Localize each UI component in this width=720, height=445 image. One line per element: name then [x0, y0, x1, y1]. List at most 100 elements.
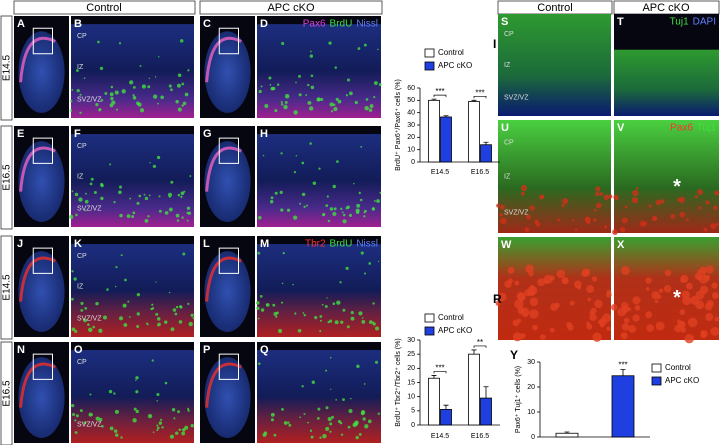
panel-letter: M: [260, 238, 269, 250]
cell: [321, 303, 324, 306]
cell: [342, 308, 346, 312]
cell: [121, 89, 126, 94]
cell: [264, 103, 269, 108]
cell: [645, 277, 652, 284]
cell: [322, 434, 327, 439]
cell: [154, 76, 157, 78]
cell: [543, 274, 553, 284]
micrograph-panel: E: [14, 126, 69, 227]
cell: [84, 307, 88, 310]
cell: [174, 312, 178, 316]
layer-label: IZ: [77, 64, 84, 71]
cell: [504, 280, 512, 288]
cell: [118, 190, 122, 195]
micrograph-panel: P: [200, 342, 255, 443]
row-label: E16.5: [2, 164, 13, 191]
cell: [316, 97, 321, 102]
cell: [495, 300, 501, 306]
cell: [319, 330, 322, 333]
stain-label: Nissl: [356, 239, 378, 250]
cell: [701, 270, 707, 275]
cell: [527, 285, 538, 296]
cell: [176, 219, 180, 222]
legend-label: APC cKO: [665, 376, 699, 385]
y-tick-label: 60: [407, 85, 415, 92]
cell: [87, 323, 90, 326]
cell: [283, 104, 288, 110]
cell: [677, 319, 682, 324]
cell: [184, 425, 189, 430]
cell: [158, 195, 161, 198]
cell: [574, 228, 578, 231]
cell: [148, 77, 151, 80]
cell: [318, 167, 321, 170]
legend-label: Control: [438, 48, 464, 57]
cell: [180, 195, 183, 199]
x-tick-label: E14.5: [431, 433, 449, 440]
cell: [529, 297, 539, 307]
cell: [132, 85, 136, 89]
y-tick-label: 40: [407, 110, 415, 117]
chart-letter: I: [493, 37, 496, 51]
cell: [354, 100, 358, 105]
cell: [181, 82, 185, 86]
cell: [566, 321, 572, 328]
cell: [151, 359, 154, 362]
cell: [83, 318, 87, 323]
cell: [604, 225, 608, 229]
cell: [189, 175, 192, 178]
cell: [305, 94, 308, 96]
cell: [619, 226, 626, 233]
cell: [358, 191, 361, 195]
cell: [270, 87, 274, 91]
cell: [164, 211, 169, 215]
cell: [360, 410, 366, 415]
cell: [325, 369, 328, 372]
cell: [345, 94, 349, 97]
cell: [120, 254, 123, 257]
cell: [136, 312, 140, 316]
cell: [532, 324, 538, 331]
micrograph-panel: A: [14, 16, 69, 118]
cortex-arc: [19, 256, 56, 302]
cell: [621, 266, 630, 275]
cell: [168, 195, 171, 198]
legend-swatch: [424, 48, 435, 58]
cell: [340, 320, 344, 324]
cell: [71, 327, 76, 332]
cell: [119, 213, 123, 218]
tissue: [257, 24, 381, 118]
cell: [540, 194, 545, 199]
cell: [124, 278, 127, 282]
cell: [525, 264, 534, 273]
panel-letter: B: [74, 18, 82, 30]
cell: [694, 195, 698, 199]
cell: [177, 193, 181, 197]
cell: [529, 205, 535, 211]
cell: [589, 313, 597, 322]
cell: [705, 265, 714, 274]
micrograph-panel: F CP IZ SVZ/VZ: [69, 126, 194, 227]
cell: [319, 319, 322, 322]
cell: [651, 215, 658, 222]
panel-letter: C: [203, 18, 211, 30]
cell: [136, 201, 140, 205]
cell: [562, 198, 569, 205]
y-tick-label: 30: [407, 337, 415, 344]
layer-label: SVZ/VZ: [504, 210, 529, 217]
column-header: APC cKO: [642, 2, 690, 14]
cell: [75, 414, 79, 418]
cell: [144, 218, 149, 223]
error-bar: [483, 386, 489, 399]
cell: [301, 161, 305, 165]
cell: [569, 300, 575, 306]
cell: [177, 107, 182, 112]
cell: [175, 100, 179, 104]
cell: [608, 194, 613, 199]
row-label: E16.5: [2, 380, 13, 407]
cell: [152, 164, 157, 168]
brain-section: [18, 251, 65, 332]
cell: [368, 320, 373, 324]
